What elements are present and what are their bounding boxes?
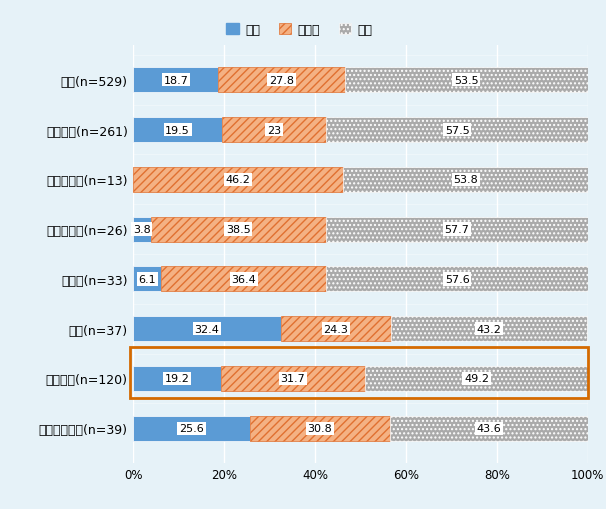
Text: 24.3: 24.3 bbox=[324, 324, 348, 334]
Text: 3.8: 3.8 bbox=[133, 224, 151, 235]
Text: 36.4: 36.4 bbox=[231, 274, 256, 285]
Text: 57.6: 57.6 bbox=[445, 274, 470, 285]
Legend: 改善, 横ばい, 悪化: 改善, 横ばい, 悪化 bbox=[221, 19, 378, 42]
Text: 57.7: 57.7 bbox=[444, 224, 469, 235]
Bar bbox=[343, 167, 588, 192]
Bar bbox=[365, 366, 588, 391]
Text: 19.5: 19.5 bbox=[165, 125, 190, 135]
Text: 23: 23 bbox=[267, 125, 281, 135]
Bar bbox=[221, 366, 365, 391]
Bar bbox=[325, 217, 588, 242]
Bar bbox=[133, 317, 281, 342]
Text: 53.8: 53.8 bbox=[453, 175, 478, 185]
Bar bbox=[133, 366, 221, 391]
Bar bbox=[345, 68, 588, 93]
Bar bbox=[250, 416, 390, 441]
Text: 27.8: 27.8 bbox=[269, 76, 294, 86]
Bar bbox=[161, 267, 327, 292]
Text: 57.5: 57.5 bbox=[445, 125, 470, 135]
Text: 30.8: 30.8 bbox=[307, 423, 332, 433]
Text: 49.2: 49.2 bbox=[464, 374, 489, 384]
Bar bbox=[133, 118, 222, 143]
Text: 43.2: 43.2 bbox=[477, 324, 502, 334]
Text: 6.1: 6.1 bbox=[138, 274, 156, 285]
Bar bbox=[133, 68, 218, 93]
Bar bbox=[327, 118, 588, 143]
Text: 53.5: 53.5 bbox=[454, 76, 479, 86]
Bar bbox=[222, 118, 327, 143]
Text: 18.7: 18.7 bbox=[164, 76, 188, 86]
Text: 38.5: 38.5 bbox=[225, 224, 250, 235]
Bar bbox=[133, 167, 343, 192]
Bar bbox=[390, 416, 588, 441]
Bar bbox=[218, 68, 345, 93]
Bar bbox=[391, 317, 587, 342]
Text: 25.6: 25.6 bbox=[179, 423, 204, 433]
Text: 31.7: 31.7 bbox=[280, 374, 305, 384]
Bar bbox=[133, 217, 150, 242]
Text: 19.2: 19.2 bbox=[164, 374, 190, 384]
Text: 32.4: 32.4 bbox=[195, 324, 219, 334]
Text: 43.6: 43.6 bbox=[476, 423, 501, 433]
Bar bbox=[133, 416, 250, 441]
Bar bbox=[150, 217, 325, 242]
Text: 46.2: 46.2 bbox=[226, 175, 251, 185]
Bar bbox=[281, 317, 391, 342]
Bar bbox=[327, 267, 588, 292]
Bar bbox=[133, 267, 161, 292]
